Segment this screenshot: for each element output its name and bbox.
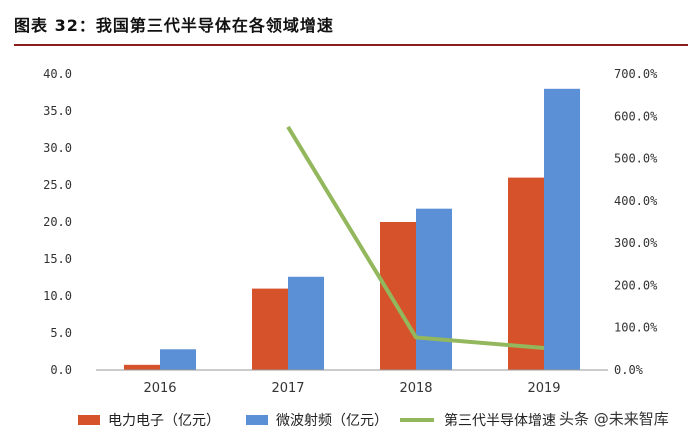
right-tick-label: 400.0%	[614, 194, 658, 208]
watermark: 头条 @未来智库	[556, 408, 672, 429]
x-tick-label: 2018	[399, 381, 432, 396]
chart-title: 图表 32：我国第三代半导体在各领域增速	[14, 16, 334, 35]
bar-rf-2018	[416, 208, 452, 370]
right-tick-label: 700.0%	[614, 67, 658, 81]
left-axis-ticks: 0.0 5.0 10.0 15.0 20.0 25.0 30.0 35.0 40.0	[43, 67, 72, 377]
x-axis: 2016 2017 2018 2019	[96, 369, 608, 396]
title-divider	[14, 44, 688, 46]
bar-power-electronics-2017	[252, 288, 288, 370]
right-tick-label: 0.0%	[614, 363, 644, 377]
right-tick-label: 500.0%	[614, 152, 658, 166]
left-tick-label: 15.0	[43, 252, 72, 266]
left-tick-label: 30.0	[43, 141, 72, 155]
x-tick-label: 2019	[527, 381, 560, 396]
x-tick-label: 2017	[271, 381, 304, 396]
left-tick-label: 25.0	[43, 178, 72, 192]
legend-power-electronics-swatch	[78, 415, 100, 425]
bar-rf-2016	[160, 349, 196, 370]
growth-line-series	[286, 125, 545, 351]
left-tick-label: 40.0	[43, 67, 72, 81]
right-tick-label: 300.0%	[614, 236, 658, 250]
legend-growth-label: 第三代半导体增速	[444, 412, 556, 429]
right-axis-ticks: 0.0% 100.0% 200.0% 300.0% 400.0% 500.0% 600.0%…	[614, 67, 658, 377]
bar-power-electronics-2018	[380, 222, 416, 370]
legend: 电力电子（亿元） 微波射频（亿元） 第三代半导体增速	[78, 412, 556, 429]
right-tick-label: 600.0%	[614, 109, 658, 123]
bar-power-electronics-2019	[508, 177, 544, 370]
bar-rf-2019	[544, 88, 580, 371]
bar-power-electronics-2016	[124, 364, 160, 370]
bar-series	[124, 88, 580, 371]
left-tick-label: 35.0	[43, 104, 72, 118]
x-tick-label: 2016	[143, 381, 176, 396]
left-tick-label: 0.0	[50, 363, 72, 377]
right-tick-label: 100.0%	[614, 321, 658, 335]
left-tick-label: 5.0	[50, 326, 72, 340]
bar-rf-2017	[288, 276, 324, 370]
right-tick-label: 200.0%	[614, 278, 658, 292]
legend-power-electronics-label: 电力电子（亿元）	[108, 413, 220, 429]
growth-line	[286, 125, 545, 351]
legend-rf-swatch	[246, 415, 268, 425]
left-tick-label: 20.0	[43, 215, 72, 229]
left-tick-label: 10.0	[43, 289, 72, 303]
legend-rf-label: 微波射频（亿元）	[276, 413, 388, 429]
